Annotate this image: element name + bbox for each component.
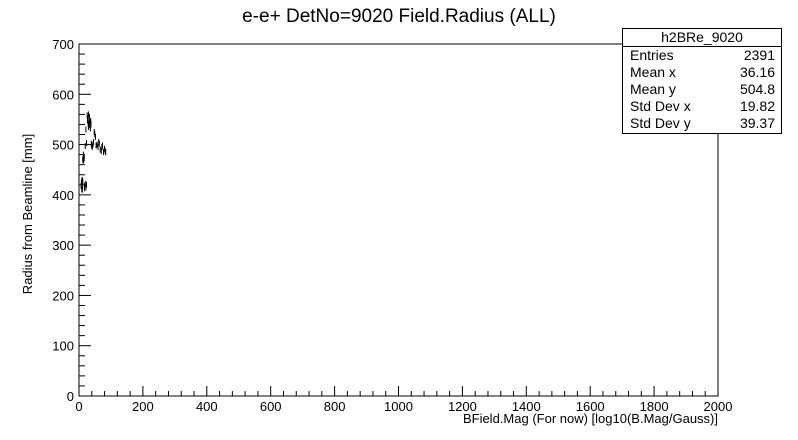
data-point [80, 182, 82, 189]
data-point [91, 144, 93, 151]
data-point [98, 139, 100, 146]
data-point [99, 146, 101, 153]
stats-box: h2BRe_9020 Entries 2391 Mean x 36.16 Mea… [622, 28, 782, 134]
chart-title: e-e+ DetNo=9020 Field.Radius (ALL) [242, 6, 556, 27]
stats-value: 2391 [743, 47, 775, 63]
x-tick-label: 2000 [704, 399, 733, 414]
x-tick-label: 1000 [384, 399, 413, 414]
x-axis-label: BField.Mag (For now) [log10(B.Mag/Gauss)… [463, 411, 718, 426]
x-tick-label: 1600 [576, 399, 605, 414]
data-point [93, 129, 95, 135]
data-point [93, 139, 95, 146]
x-tick-label: 200 [132, 399, 154, 414]
data-point [82, 151, 84, 158]
data-point [88, 117, 90, 124]
data-point [87, 120, 89, 127]
stats-value: 36.16 [739, 64, 775, 80]
y-axis: 0 100 200 300 400 500 600 700 [52, 37, 91, 404]
data-point [82, 156, 84, 163]
data-point [94, 131, 96, 138]
data-point [88, 121, 90, 128]
data-point [102, 142, 104, 149]
stats-row-std-dev-x: Std Dev x 19.82 [623, 98, 781, 115]
data-point [98, 140, 100, 147]
data-point [86, 112, 88, 119]
data-point [92, 141, 94, 148]
data-point [102, 149, 104, 156]
data-point [90, 117, 92, 124]
y-tick-label: 300 [52, 238, 74, 253]
x-tick-label: 0 [75, 399, 82, 414]
stats-row-entries: Entries 2391 [623, 47, 781, 64]
x-tick-label: 1200 [448, 399, 477, 414]
data-point [89, 122, 91, 129]
data-point [80, 179, 82, 186]
x-tick-label: 400 [196, 399, 218, 414]
data-point [85, 184, 87, 191]
data-point [103, 145, 105, 152]
data-point [101, 144, 103, 151]
x-tick-label: 1400 [512, 399, 541, 414]
x-axis: 0 200 400 600 800 1000 1200 1400 1600 1800 2000 [75, 386, 732, 414]
data-point [81, 186, 83, 193]
y-tick-label: 500 [52, 138, 74, 153]
stats-row-mean-y: Mean y 504.8 [623, 81, 781, 98]
data-point [89, 118, 91, 125]
data-point [96, 141, 98, 148]
data-point [87, 115, 89, 122]
y-tick-label: 700 [52, 37, 74, 52]
stats-label: Mean x [630, 64, 676, 80]
data-point [100, 148, 102, 155]
stats-row-std-dev-y: Std Dev y 39.37 [623, 115, 781, 132]
data-point [81, 176, 83, 183]
stats-label: Std Dev x [630, 98, 691, 114]
data-point [83, 157, 85, 164]
data-point [83, 155, 85, 162]
data-point [97, 144, 99, 151]
data-point [81, 185, 83, 192]
x-tick-label: 800 [324, 399, 346, 414]
stats-title: h2BRe_9020 [623, 29, 781, 47]
stats-label: Std Dev y [630, 115, 691, 131]
stats-value: 39.37 [739, 115, 775, 131]
data-points [80, 111, 107, 193]
y-tick-label: 100 [52, 339, 74, 354]
data-point [89, 125, 91, 132]
x-tick-label: 600 [260, 399, 282, 414]
data-point [87, 111, 89, 118]
data-point [85, 126, 87, 133]
data-point [86, 140, 88, 147]
data-point [84, 143, 86, 150]
stats-label: Entries [630, 47, 674, 63]
y-axis-label: Radius from Beamline [mm] [20, 134, 35, 294]
data-point [95, 142, 97, 149]
y-tick-label: 0 [67, 389, 74, 404]
x-tick-label: 1800 [640, 399, 669, 414]
data-point [94, 134, 96, 141]
data-point [81, 181, 83, 188]
data-point [88, 113, 90, 120]
data-point [84, 185, 86, 192]
data-point [82, 177, 84, 184]
data-point [86, 181, 88, 188]
y-tick-label: 200 [52, 288, 74, 303]
stats-value: 19.82 [739, 98, 775, 114]
data-point [84, 180, 86, 187]
stats-row-mean-x: Mean x 36.16 [623, 64, 781, 81]
y-tick-label: 600 [52, 87, 74, 102]
data-point [104, 147, 106, 154]
stats-value: 504.8 [739, 81, 775, 97]
data-point [90, 121, 92, 128]
stats-label: Mean y [630, 81, 676, 97]
y-tick-label: 400 [52, 188, 74, 203]
data-point [105, 149, 107, 156]
data-point [91, 142, 93, 149]
